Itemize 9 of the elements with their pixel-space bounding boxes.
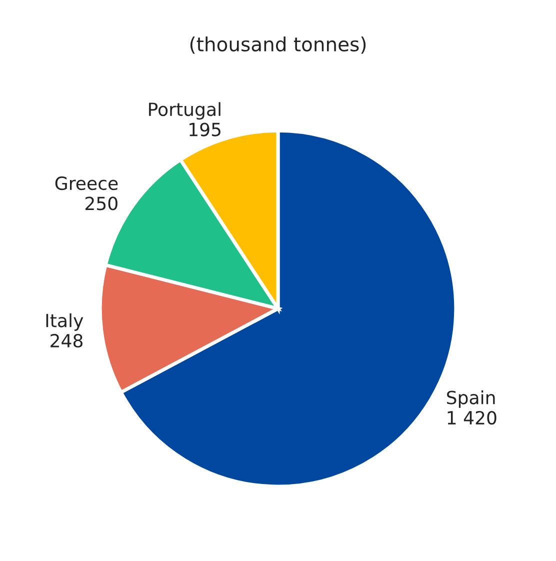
data-label: 1 420 xyxy=(448,410,496,425)
slice-label: Greece xyxy=(55,176,118,190)
data-label: 195 xyxy=(190,122,220,136)
data-label: 250 xyxy=(85,196,118,210)
chart-subtitle: (thousand tonnes) xyxy=(190,36,366,54)
slice-label: Italy xyxy=(46,313,84,331)
slice-label: Spain xyxy=(447,390,495,408)
slice-label: Portugal xyxy=(149,102,220,120)
data-label: 248 xyxy=(50,334,82,348)
